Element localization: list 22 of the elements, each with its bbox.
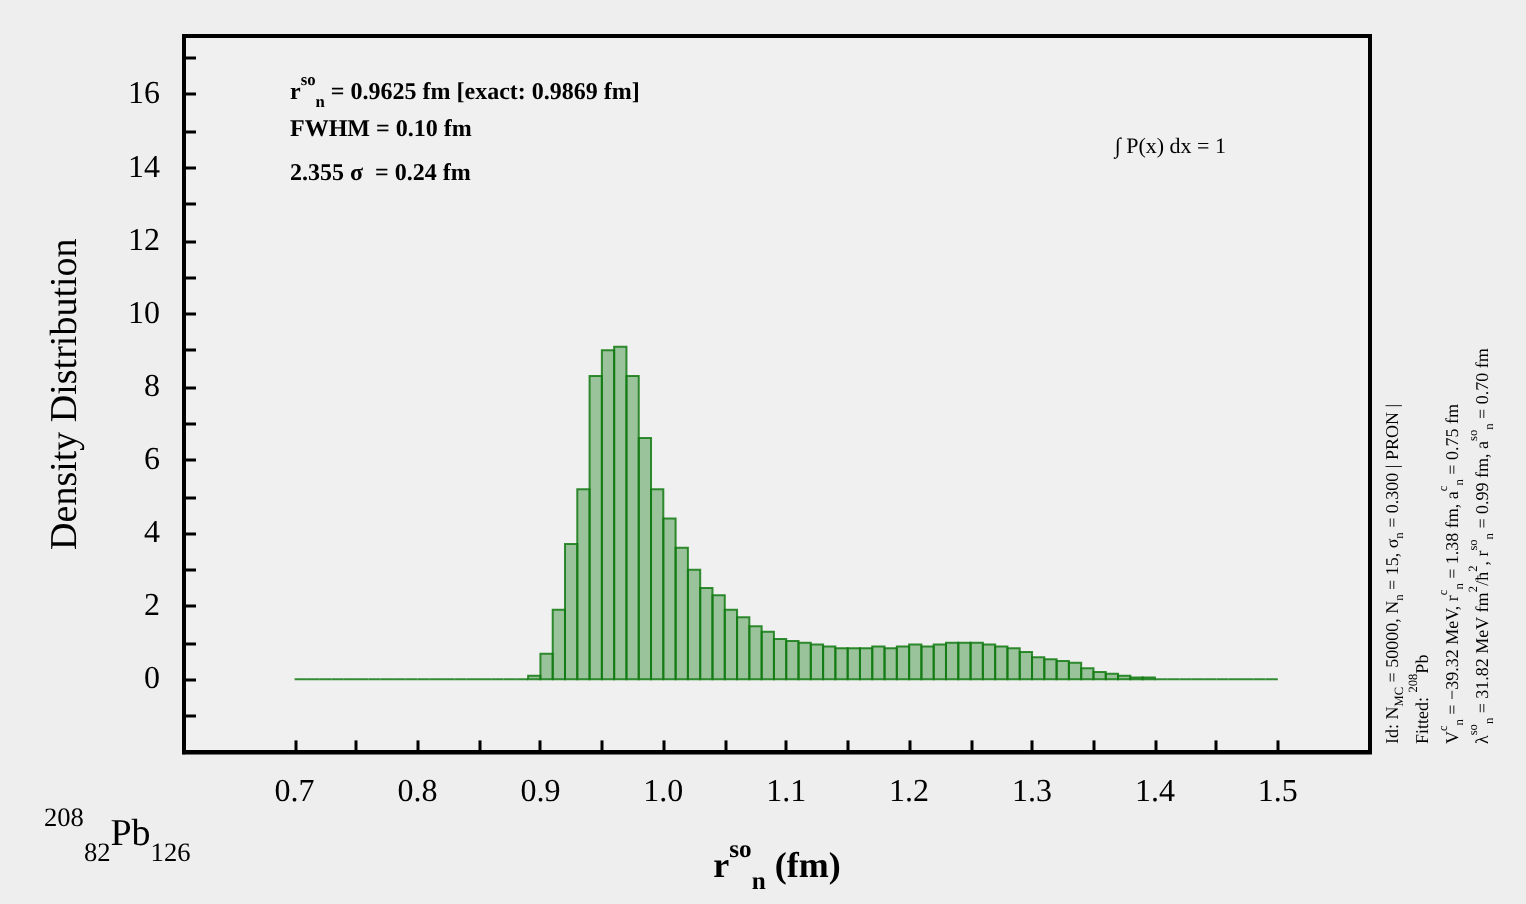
x-tick-label: 1.3: [1012, 775, 1053, 810]
y-tick-label: 16: [128, 77, 160, 112]
x-tick-label: 1.4: [1134, 775, 1175, 810]
y-tick-label: 2: [144, 589, 160, 624]
x-tick-label: 0.9: [520, 775, 561, 810]
x-tick-label: 1.5: [1257, 775, 1298, 810]
y-tick-label: 14: [128, 150, 160, 185]
x-tick-label: 0.8: [397, 775, 438, 810]
y-tick-label: 0: [144, 662, 160, 697]
annotation: ∫ P(x) dx = 1: [1112, 135, 1227, 159]
y-tick-label: 12: [128, 223, 160, 258]
x-tick-label: 1.2: [889, 775, 930, 810]
y-tick-label: 4: [144, 516, 160, 551]
y-axis-title: Density Distribution: [44, 237, 86, 550]
x-tick-label: 1.1: [766, 775, 807, 810]
annotation: FWHM = 0.10 fm: [290, 114, 472, 142]
y-tick-label: 10: [128, 296, 160, 331]
y-tick-label: 6: [144, 442, 160, 477]
x-tick-label: 1.0: [643, 775, 684, 810]
y-tick-label: 8: [144, 369, 160, 404]
x-tick-label: 0.7: [274, 775, 315, 810]
annotation: 2.355 σ = 0.24 fm: [290, 158, 471, 186]
